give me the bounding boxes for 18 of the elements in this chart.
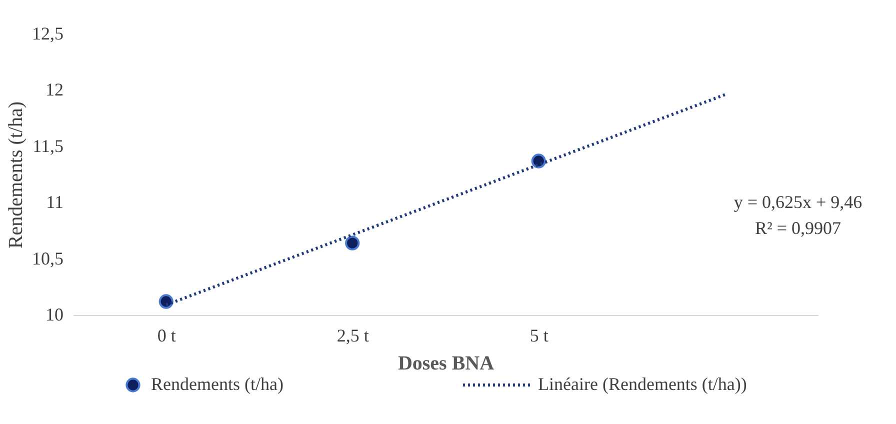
x-tick-label: 2,5 t <box>336 326 369 346</box>
legend-label: Linéaire (Rendements (t/ha)) <box>538 374 747 394</box>
y-tick-label: 10 <box>46 304 64 324</box>
annotation: R² = 0,9907 <box>754 218 842 238</box>
y-tick-label: 12 <box>46 80 64 100</box>
legend-label: Rendements (t/ha) <box>151 374 284 394</box>
x-tick-label: 5 t <box>530 326 548 346</box>
y-tick-label: 12,5 <box>32 24 64 44</box>
y-tick-label: 11 <box>46 192 64 212</box>
annotation: y = 0,625x + 9,46 <box>734 192 862 212</box>
x-axis-title: Doses BNA <box>398 352 495 374</box>
y-tick-label: 11,5 <box>32 136 64 156</box>
y-axis-title: Rendements (t/ha) <box>5 101 27 249</box>
point <box>158 294 174 309</box>
x-tick-label: 0 t <box>157 326 176 346</box>
point <box>531 154 546 168</box>
y-tick-label: 10,5 <box>32 248 64 268</box>
point <box>345 236 360 250</box>
